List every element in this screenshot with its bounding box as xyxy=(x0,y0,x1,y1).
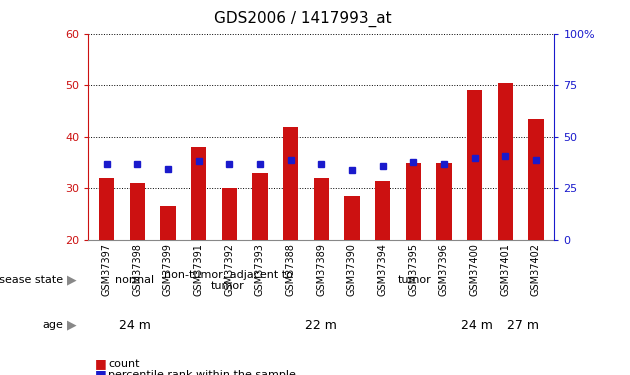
Text: 22 m: 22 m xyxy=(306,319,337,332)
Text: 24 m: 24 m xyxy=(119,319,151,332)
Bar xyxy=(191,147,206,240)
Text: tumor: tumor xyxy=(398,275,432,285)
Text: 24 m: 24 m xyxy=(461,319,493,332)
Text: ■: ■ xyxy=(94,357,106,370)
Text: ▶: ▶ xyxy=(67,274,76,287)
Bar xyxy=(99,178,114,240)
Text: ▶: ▶ xyxy=(67,319,76,332)
Text: disease state: disease state xyxy=(0,275,63,285)
Text: non-tumor, adjacent to
tumor: non-tumor, adjacent to tumor xyxy=(164,270,292,291)
Text: age: age xyxy=(42,320,63,330)
Bar xyxy=(160,207,176,240)
Bar xyxy=(252,173,268,240)
Bar xyxy=(375,181,391,240)
Bar xyxy=(498,83,513,240)
Bar xyxy=(222,188,237,240)
Bar xyxy=(529,119,544,240)
Text: ■: ■ xyxy=(94,369,106,375)
Text: percentile rank within the sample: percentile rank within the sample xyxy=(108,370,296,375)
Bar xyxy=(130,183,145,240)
Text: 27 m: 27 m xyxy=(507,319,539,332)
Text: normal: normal xyxy=(115,275,154,285)
Bar xyxy=(283,127,298,240)
Text: GDS2006 / 1417993_at: GDS2006 / 1417993_at xyxy=(214,11,391,27)
Bar xyxy=(406,163,421,240)
Bar xyxy=(437,163,452,240)
Bar xyxy=(345,196,360,240)
Text: count: count xyxy=(108,359,140,369)
Bar xyxy=(314,178,329,240)
Bar xyxy=(467,90,483,240)
